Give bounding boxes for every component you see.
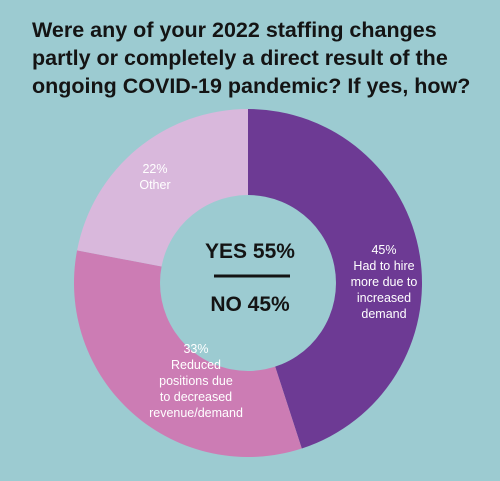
donut-hole <box>160 195 336 371</box>
label-line: to decreased <box>160 390 232 404</box>
label-line: Had to hire <box>353 259 414 273</box>
label-line: more due to <box>351 275 418 289</box>
label-hire-more: 45% Had to hire more due to increased demand <box>351 243 418 321</box>
label-percent: 22% <box>142 162 167 176</box>
label-reduced-positions: 33% Reduced positions due to decreased reven… <box>149 342 243 420</box>
label-percent: 45% <box>371 243 396 257</box>
label-line: demand <box>361 307 406 321</box>
label-percent: 33% <box>183 342 208 356</box>
no-summary: NO 45% <box>210 293 290 316</box>
label-line: Reduced <box>171 358 221 372</box>
slice-labels: 45% Had to hire more due to increased demand… <box>139 162 417 420</box>
label-other: 22% Other <box>139 162 170 192</box>
label-line: revenue/demand <box>149 406 243 420</box>
label-line: increased <box>357 291 411 305</box>
label-line: Other <box>139 178 170 192</box>
label-line: positions due <box>159 374 233 388</box>
yes-summary: YES 55% <box>205 240 295 263</box>
chart-title: Were any of your 2022 staffing changes p… <box>32 18 471 98</box>
